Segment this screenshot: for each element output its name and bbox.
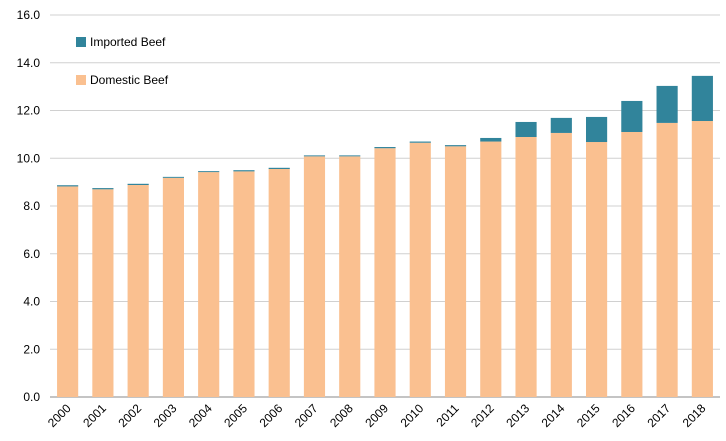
x-tick-label: 2002	[115, 401, 144, 430]
x-tick-label: 2008	[327, 401, 356, 430]
x-tick-label: 2016	[609, 401, 638, 430]
bar-segment	[550, 117, 572, 133]
bar-segment	[92, 189, 114, 397]
bar-segment	[92, 188, 114, 190]
legend-label: Imported Beef	[90, 35, 166, 49]
bar-segment	[233, 170, 255, 172]
bar-segment	[162, 176, 184, 178]
bar-segment	[268, 167, 290, 169]
bar-segment	[303, 156, 326, 397]
x-tick-label: 2013	[503, 401, 532, 430]
bar-segment	[480, 141, 502, 397]
y-tick-label: 10.0	[17, 151, 41, 165]
bar-segment	[691, 75, 713, 122]
bar-segment	[162, 177, 184, 397]
bar-segment	[233, 171, 255, 397]
bar-segment	[691, 121, 713, 397]
y-tick-label: 6.0	[23, 247, 40, 261]
y-tick-label: 14.0	[17, 56, 41, 70]
bar-segment	[444, 146, 467, 397]
legend-swatch	[76, 37, 86, 47]
bar-segment	[339, 155, 361, 157]
y-tick-label: 16.0	[17, 8, 41, 22]
bar-segment	[586, 142, 608, 397]
x-tick-label: 2007	[292, 401, 321, 430]
x-tick-label: 2001	[80, 401, 109, 430]
y-tick-label: 2.0	[23, 342, 40, 356]
bar-segment	[515, 137, 537, 397]
bar-segment	[621, 131, 643, 398]
x-tick-label: 2017	[644, 401, 673, 430]
x-tick-label: 2004	[186, 401, 215, 430]
x-tick-label: 2011	[433, 401, 461, 429]
x-tick-label: 2009	[362, 401, 391, 430]
bar-segment	[303, 155, 326, 157]
bar-segment	[550, 132, 572, 397]
x-tick-label: 2018	[680, 401, 709, 430]
x-tick-label: 2006	[257, 401, 286, 430]
x-tick-label: 2014	[539, 401, 568, 430]
y-tick-label: 4.0	[23, 295, 40, 309]
bar-segment	[656, 122, 678, 397]
y-tick-label: 0.0	[23, 390, 40, 404]
bar-segment	[57, 186, 79, 397]
bar-segment	[444, 145, 467, 147]
bar-segment	[57, 185, 79, 187]
bar-segment	[198, 172, 220, 397]
x-tick-label: 2003	[151, 401, 180, 430]
y-tick-label: 8.0	[23, 199, 40, 213]
x-tick-label: 2000	[45, 401, 74, 430]
bar-segment	[198, 171, 220, 173]
bar-segment	[409, 142, 431, 397]
bar-segment	[409, 141, 431, 143]
y-tick-label: 12.0	[17, 104, 41, 118]
x-tick-label: 2012	[468, 401, 497, 430]
bar-segment	[127, 183, 149, 185]
bar-segment	[339, 156, 361, 397]
x-tick-label: 2010	[398, 401, 427, 430]
legend-label: Domestic Beef	[90, 73, 169, 87]
bar-segment	[656, 85, 678, 123]
x-tick-label: 2015	[574, 401, 603, 430]
bar-segment	[621, 100, 643, 132]
bar-segment	[515, 121, 537, 138]
x-tick-label: 2005	[221, 401, 250, 430]
legend-swatch	[76, 75, 86, 85]
bar-segment	[268, 168, 290, 397]
bar-segment	[127, 184, 149, 397]
bar-segment	[586, 116, 608, 143]
bar-segment	[480, 137, 502, 142]
bar-segment	[374, 147, 396, 149]
bar-segment	[374, 148, 396, 397]
